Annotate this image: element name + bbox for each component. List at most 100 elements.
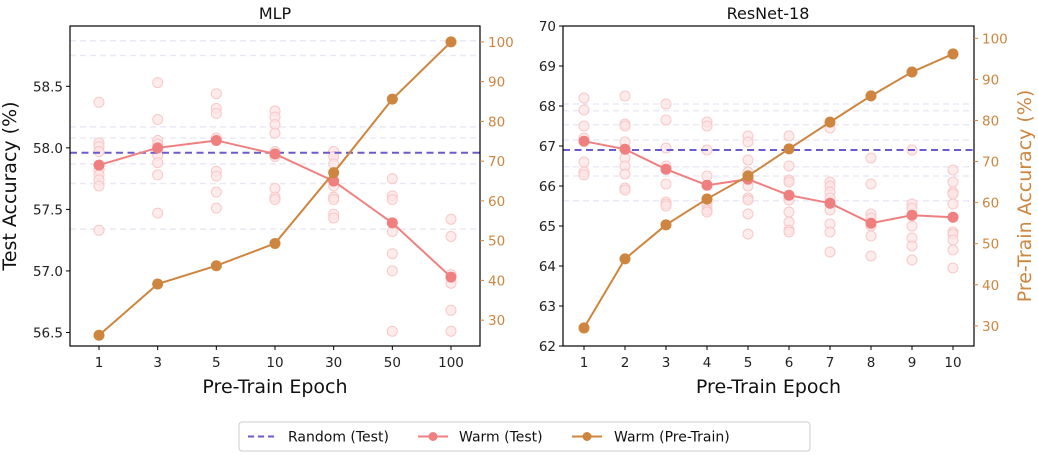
seed-point bbox=[824, 246, 836, 258]
seed-point bbox=[152, 114, 164, 126]
warm-test-point bbox=[269, 148, 281, 160]
seed-point bbox=[445, 230, 457, 242]
seed-point bbox=[660, 142, 672, 154]
seed-point bbox=[210, 88, 222, 100]
seed-point bbox=[578, 92, 590, 104]
seed-point bbox=[783, 176, 795, 188]
x-tick-label: 9 bbox=[908, 355, 917, 371]
seed-point bbox=[619, 120, 631, 132]
y-right-tick-label: 60 bbox=[982, 196, 999, 212]
seed-point bbox=[386, 325, 398, 337]
y-right-tick-label: 30 bbox=[982, 319, 999, 335]
seed-point bbox=[947, 234, 959, 246]
chart-panel-resnet18: 1 2 3 4 5 6 7 8 9 1062636465666768697030405060708… bbox=[539, 4, 1036, 398]
warm-test-point bbox=[783, 189, 795, 201]
y-right-tick-label: 80 bbox=[488, 114, 505, 130]
warm-test-point bbox=[386, 217, 398, 229]
seed-point bbox=[445, 213, 457, 225]
seed-point bbox=[660, 178, 672, 190]
y-right-tick-label: 90 bbox=[982, 72, 999, 88]
warm-test-point bbox=[865, 217, 877, 229]
warm-pretrain-point bbox=[152, 278, 164, 290]
x-tick-label: 3 bbox=[153, 355, 162, 371]
seed-point bbox=[152, 77, 164, 89]
x-axis-title: Pre-Train Epoch bbox=[696, 376, 841, 398]
warm-pretrain-point bbox=[210, 260, 222, 272]
warm-test-point bbox=[619, 143, 631, 155]
y-right-tick-label: 90 bbox=[488, 75, 505, 91]
x-tick-label: 100 bbox=[438, 355, 464, 371]
warm-pretrain-point bbox=[328, 167, 340, 179]
seed-point bbox=[93, 224, 105, 236]
warm-pretrain-point bbox=[783, 143, 795, 155]
seed-point bbox=[947, 198, 959, 210]
y-tick-label: 58.0 bbox=[33, 141, 63, 157]
seed-point bbox=[386, 248, 398, 260]
warm-test-line bbox=[583, 140, 954, 225]
warm-pretrain-line bbox=[583, 53, 954, 329]
warm-test-point bbox=[947, 211, 959, 223]
y-right-tick-label: 50 bbox=[982, 237, 999, 253]
seed-point bbox=[947, 244, 959, 256]
seed-point bbox=[269, 127, 281, 139]
x-tick-label: 50 bbox=[384, 355, 401, 371]
y-tick-label: 64 bbox=[539, 259, 556, 275]
legend-label: Warm (Test) bbox=[459, 430, 543, 446]
seed-point bbox=[578, 156, 590, 168]
warm-pretrain-point bbox=[742, 170, 754, 182]
seed-point bbox=[386, 173, 398, 185]
warm-test-point bbox=[328, 175, 340, 187]
seed-point bbox=[210, 186, 222, 198]
seed-point bbox=[660, 200, 672, 212]
y-right-tick-label: 80 bbox=[982, 113, 999, 129]
seed-point bbox=[783, 130, 795, 142]
y-tick-label: 69 bbox=[539, 59, 556, 75]
legend-frame bbox=[238, 421, 811, 452]
y-tick-label: 56.5 bbox=[33, 325, 63, 341]
seed-point bbox=[742, 194, 754, 206]
seed-point bbox=[906, 220, 918, 232]
warm-test-point bbox=[906, 209, 918, 221]
legend-marker-icon bbox=[582, 432, 592, 441]
warm-pretrain-point bbox=[619, 253, 631, 265]
y-right-tick-label: 40 bbox=[488, 273, 505, 289]
seed-point bbox=[947, 188, 959, 200]
warm-test-point bbox=[93, 159, 105, 171]
seed-point bbox=[386, 194, 398, 206]
legend-item-warm-test: Warm (Test) bbox=[418, 430, 543, 446]
seed-point bbox=[445, 325, 457, 337]
y-right-tick-label: 60 bbox=[488, 194, 505, 210]
warm-test-point bbox=[824, 197, 836, 209]
warm-test-point bbox=[701, 179, 713, 191]
legend: Random (Test) Warm (Test) Warm (Pre-Trai… bbox=[238, 421, 811, 452]
seed-point bbox=[210, 202, 222, 214]
warm-pretrain-point bbox=[269, 237, 281, 249]
y-right-tick-label: 70 bbox=[488, 154, 505, 170]
x-tick-label: 2 bbox=[621, 355, 630, 371]
warm-test-point bbox=[210, 134, 222, 146]
y-tick-label: 63 bbox=[539, 299, 556, 315]
x-tick-label: 5 bbox=[212, 355, 221, 371]
y-right-tick-label: 50 bbox=[488, 234, 505, 250]
seed-point bbox=[328, 194, 340, 206]
seed-point bbox=[947, 176, 959, 188]
y-tick-label: 62 bbox=[539, 339, 556, 355]
x-tick-label: 7 bbox=[826, 355, 835, 371]
seed-point bbox=[906, 254, 918, 266]
warm-test-point bbox=[152, 142, 164, 154]
seed-point bbox=[783, 226, 795, 238]
warm-test-point bbox=[660, 163, 672, 175]
y-tick-label: 70 bbox=[539, 19, 556, 35]
legend-marker-icon bbox=[428, 432, 438, 441]
warm-pretrain-point bbox=[947, 48, 959, 60]
seed-point bbox=[93, 146, 105, 158]
seed-point bbox=[619, 168, 631, 180]
warm-pretrain-point bbox=[93, 329, 105, 341]
legend-label: Random (Test) bbox=[288, 430, 389, 446]
y-right-tick-label: 100 bbox=[982, 31, 1008, 47]
y-tick-label: 57.0 bbox=[33, 264, 63, 280]
y-right-tick-label: 100 bbox=[488, 35, 514, 51]
seed-point bbox=[152, 207, 164, 219]
seed-point bbox=[445, 304, 457, 316]
